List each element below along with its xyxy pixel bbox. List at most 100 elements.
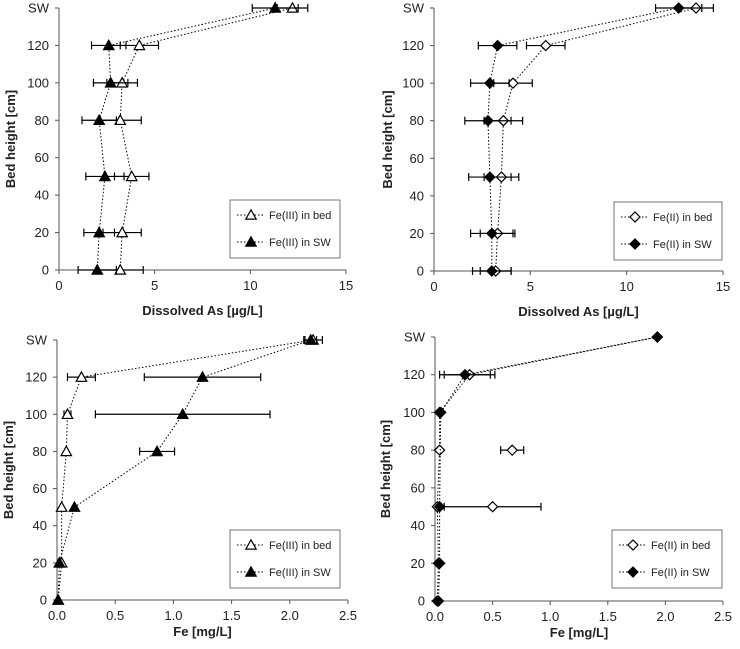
y-tick-label: 40: [33, 518, 47, 533]
y-tick-label: SW: [26, 333, 48, 348]
y-tick-label: SW: [403, 1, 425, 16]
x-axis-label: Dissolved As [µg/L]: [518, 304, 638, 319]
chart-bottom-left: 0.0 0.5 1.0 1.5 2.0 2.5 0 20 40 60 80 100 120 SW Fe [m…: [1, 333, 357, 640]
x-tick-label: 5: [527, 279, 534, 294]
y-tick-label: 80: [410, 113, 424, 128]
x-tick-label: 1.5: [223, 608, 241, 623]
data-point: [61, 407, 74, 420]
y-tick-label: 40: [411, 518, 425, 533]
y-tick-label: 0: [42, 263, 49, 278]
y-tick-label: SW: [404, 330, 426, 345]
y-tick-label: 80: [411, 443, 425, 458]
data-point: [104, 76, 117, 88]
data-point: [150, 444, 164, 457]
data-point: [433, 444, 446, 456]
chart-top-left: 0 5 10 15 0 20 40 60 80 100 120 SW Dissolved As [µg/…: [3, 1, 353, 319]
y-tick-label: SW: [28, 1, 50, 16]
legend-box: [229, 529, 341, 589]
data-point: [486, 500, 499, 513]
data-point: [55, 500, 68, 512]
y-tick-label: 20: [35, 225, 49, 240]
x-tick-label: 0: [55, 278, 62, 293]
y-axis-label: Bed height [cm]: [378, 420, 393, 518]
y-axis-label: Bed height [cm]: [3, 90, 18, 188]
y-tick-label: 100: [403, 405, 425, 420]
x-tick-label: 15: [716, 279, 730, 294]
legend-box: [613, 201, 723, 261]
data-point: [125, 169, 138, 182]
data-point: [485, 227, 498, 240]
data-point: [114, 113, 127, 126]
y-tick-label: 120: [25, 370, 47, 385]
legend-marker: [627, 566, 639, 578]
x-tick-label: 0.5: [484, 609, 502, 624]
data-point: [304, 333, 317, 345]
y-tick-label: 0: [417, 264, 424, 279]
legend-box: [229, 199, 341, 259]
data-point: [98, 169, 112, 182]
legend-box: [611, 529, 723, 589]
x-tick-label: 10: [243, 278, 257, 293]
data-point: [433, 557, 446, 570]
data-point: [114, 263, 127, 275]
y-tick-label: 80: [33, 444, 47, 459]
data-point: [484, 171, 496, 183]
data-point: [196, 370, 209, 382]
legend: Fe(III) in bed Fe(III) in SW: [229, 529, 341, 589]
x-tick-label: 0.5: [106, 608, 124, 623]
legend-marker: [244, 235, 258, 247]
y-tick-label: 20: [33, 555, 47, 570]
x-tick-label: 0: [430, 279, 437, 294]
legend-label: Fe(II) in bed: [653, 212, 712, 224]
legend: Fe(II) in bed Fe(II) in SW: [611, 529, 723, 589]
series-1: [432, 331, 664, 607]
x-tick-label: 2.0: [281, 608, 299, 623]
data-point: [51, 593, 65, 605]
data-point: [268, 1, 282, 13]
y-tick-label: 60: [411, 480, 425, 495]
data-point: [484, 77, 496, 89]
data-point: [434, 406, 447, 419]
y-axis-label: Bed height [cm]: [380, 90, 395, 188]
legend-marker: [627, 539, 639, 551]
data-point: [506, 444, 519, 456]
y-tick-label: 20: [410, 226, 424, 241]
legend-marker: [244, 538, 258, 550]
legend-marker: [629, 211, 641, 223]
series-1: [51, 333, 318, 605]
data-point: [60, 444, 73, 457]
x-tick-label: 2.0: [656, 609, 674, 624]
x-tick-label: 5: [151, 278, 158, 293]
y-tick-label: 100: [402, 76, 424, 91]
x-axis-label: Fe [mg/L]: [173, 624, 232, 639]
data-point: [491, 39, 504, 52]
legend-marker: [244, 565, 258, 577]
series-line: [437, 336, 658, 602]
y-axis-label: Bed height [cm]: [1, 421, 16, 519]
data-point: [91, 263, 104, 275]
y-tick-label: 60: [410, 151, 424, 166]
y-tick-label: 60: [33, 481, 47, 496]
y-tick-label: 40: [410, 188, 424, 203]
y-tick-label: 100: [25, 407, 47, 422]
legend-label: Fe(II) in SW: [653, 239, 712, 251]
x-tick-label: 2.5: [339, 608, 357, 623]
data-point: [176, 407, 189, 420]
legend-label: Fe(III) in bed: [269, 210, 331, 222]
data-point: [115, 226, 129, 238]
y-tick-label: 120: [403, 367, 425, 382]
data-point: [672, 2, 685, 14]
x-tick-label: 0.0: [426, 609, 444, 624]
legend-label: Fe(III) in SW: [269, 567, 331, 579]
data-point: [433, 500, 446, 513]
series-1: [77, 1, 299, 275]
data-point: [432, 595, 445, 607]
y-tick-label: 120: [27, 38, 49, 53]
data-point: [539, 39, 552, 52]
y-tick-label: 80: [35, 113, 49, 128]
x-tick-label: 10: [619, 279, 633, 294]
legend: Fe(III) in bed Fe(III) in SW: [229, 199, 341, 259]
data-point: [651, 331, 664, 343]
chart-bottom-right: 0.0 0.5 1.0 1.5 2.0 2.5 0 20 40 60 80 100 120 SW Fe [m…: [378, 330, 732, 641]
